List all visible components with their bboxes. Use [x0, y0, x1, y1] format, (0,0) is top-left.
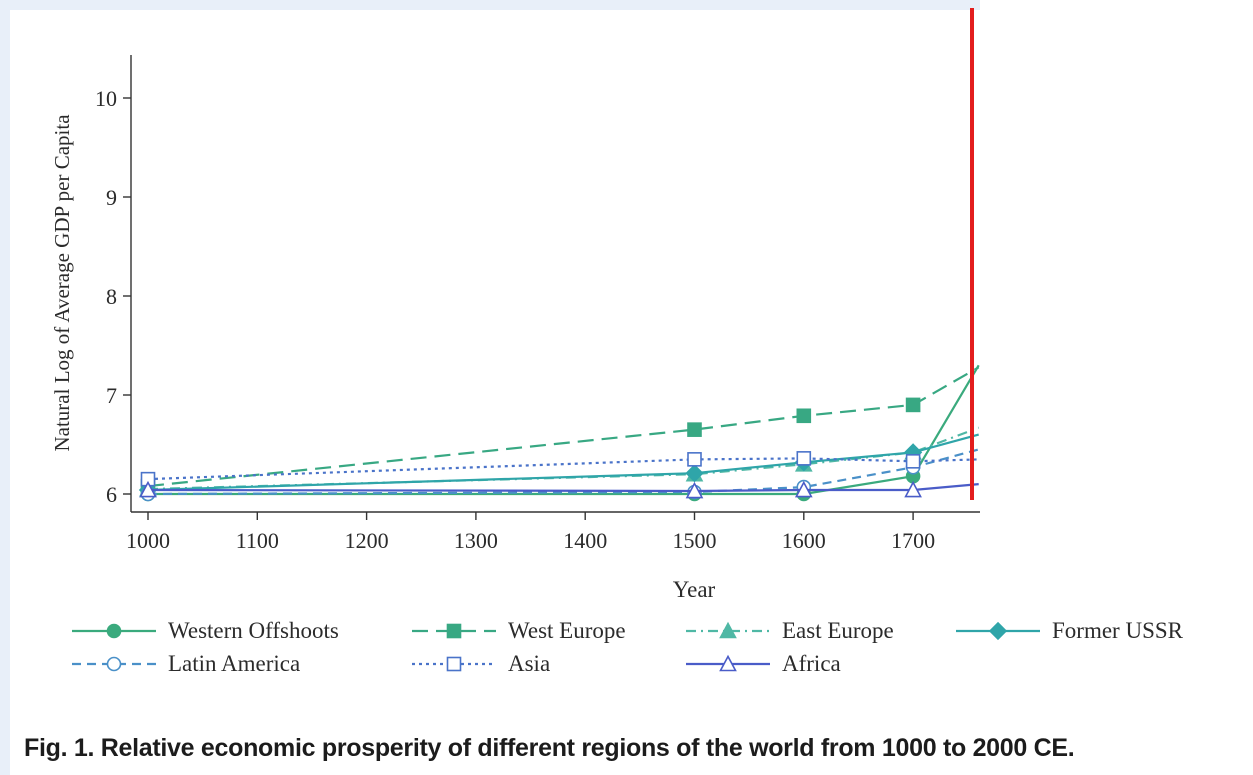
legend-marker-western-offshoots [106, 623, 122, 639]
legend-label-asia: Asia [508, 651, 551, 676]
series-line-west-europe [147, 366, 980, 488]
data-point-west-europe [905, 397, 921, 413]
legend-item-west-europe: West Europe [410, 616, 626, 646]
legend-marker-west-europe [446, 623, 462, 639]
x-ticks: 1000 1100 1200 1300 1400 1500 1600 1700 [126, 512, 935, 553]
legend-item-former-ussr: Former USSR [954, 616, 1183, 646]
y-tick-label: 9 [106, 185, 117, 210]
x-tick-label: 1700 [891, 528, 935, 553]
legend-item-western-offshoots: Western Offshoots [70, 616, 339, 646]
x-tick-label: 1100 [236, 528, 279, 553]
legend-swatch-asia [412, 656, 496, 672]
legend-marker-latin-america [106, 656, 122, 672]
x-axis-label: Year [673, 577, 716, 602]
data-point-former-ussr [685, 464, 704, 483]
data-point-west-europe [796, 408, 812, 424]
series-line-latin-america [147, 448, 979, 496]
series-line-western-offshoots [148, 364, 980, 496]
y-axis-label: Natural Log of Average GDP per Capita [50, 114, 74, 452]
legend-swatch-western-offshoots [72, 623, 156, 639]
data-point-africa [139, 480, 157, 498]
legend-item-asia: Asia [410, 649, 550, 679]
x-tick-label: 1500 [673, 528, 717, 553]
data-point-africa [685, 481, 704, 499]
legend-label-west-europe: West Europe [508, 618, 626, 643]
y-tick-label: 6 [106, 482, 117, 507]
data-point-asia [687, 452, 702, 467]
legend: Western Offshoots West Europe East Europ… [70, 616, 1240, 686]
legend-swatch-east-europe [686, 621, 770, 639]
legend-marker-former-ussr [988, 621, 1008, 641]
data-point-asia [796, 451, 812, 466]
x-tick-label: 1000 [126, 528, 170, 553]
series-line-asia [147, 457, 979, 481]
legend-label-africa: Africa [782, 651, 841, 676]
x-tick-label: 1300 [454, 528, 498, 553]
legend-item-africa: Africa [684, 649, 841, 679]
legend-label-western-offshoots: Western Offshoots [168, 618, 339, 643]
legend-swatch-africa [686, 654, 770, 672]
figure-caption: Fig. 1. Relative economic prosperity of … [24, 734, 1075, 762]
legend-marker-asia [446, 656, 462, 672]
data-point-asia [905, 454, 921, 469]
data-point-africa [794, 480, 813, 498]
series-africa [139, 480, 979, 499]
data-point-west-europe [687, 422, 702, 437]
legend-label-east-europe: East Europe [782, 618, 894, 643]
x-tick-label: 1400 [563, 528, 607, 553]
legend-swatch-west-europe [412, 623, 496, 639]
legend-item-latin-america: Latin America [70, 649, 300, 679]
data-point-africa [904, 480, 922, 498]
legend-marker-east-europe [719, 621, 737, 639]
legend-swatch-former-ussr [956, 621, 1040, 641]
series-western-offshoots [140, 364, 980, 502]
y-ticks: 6 7 8 9 10 [95, 86, 131, 507]
series-asia [140, 451, 979, 487]
y-tick-label: 10 [95, 86, 117, 111]
legend-item-east-europe: East Europe [684, 616, 894, 646]
x-tick-label: 1200 [345, 528, 389, 553]
legend-marker-africa [719, 654, 737, 672]
legend-label-former-ussr: Former USSR [1052, 618, 1183, 643]
legend-label-latin-america: Latin America [168, 651, 301, 676]
series-layer [138, 364, 980, 502]
y-tick-label: 7 [106, 383, 117, 408]
legend-swatch-latin-america [72, 656, 156, 672]
y-tick-label: 8 [106, 284, 117, 309]
plot-clip-mask [980, 0, 1253, 520]
x-tick-label: 1600 [782, 528, 826, 553]
